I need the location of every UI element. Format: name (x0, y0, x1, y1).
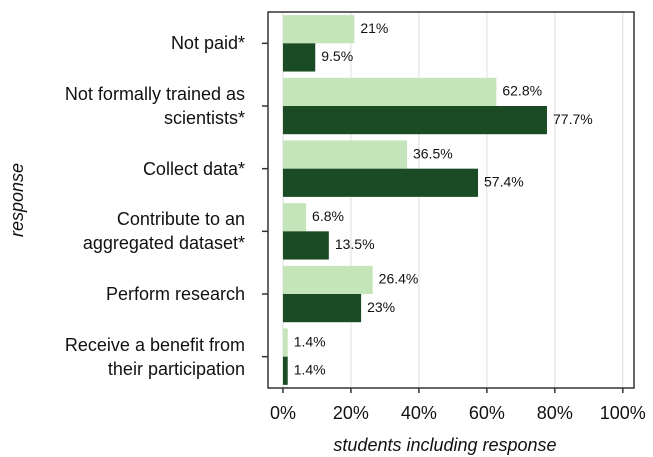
bar (282, 43, 316, 72)
x-tick-label: 40% (401, 403, 437, 423)
value-label: 21% (360, 20, 388, 36)
value-label: 62.8% (502, 83, 542, 99)
bar (282, 231, 329, 260)
y-tick-label: Contribute to an aggregated dataset* (82, 209, 245, 254)
x-tick-label: 60% (469, 403, 505, 423)
y-tick-label: Not paid* (170, 33, 245, 54)
y-tick-label: Perform research (105, 284, 245, 304)
y-tick-label: Not formally trained as scientists* (64, 84, 245, 128)
y-tick-label: Collect data* (142, 158, 245, 179)
x-tick-label: 100% (600, 403, 646, 423)
value-label: 23% (367, 299, 395, 315)
value-label: 6.8% (312, 208, 344, 224)
value-label: 1.4% (294, 361, 326, 377)
y-tick-label: Receive a benefit from their participati… (64, 334, 245, 379)
x-tick-label: 0% (270, 403, 296, 423)
bar (282, 106, 548, 135)
value-label: 13.5% (335, 236, 375, 252)
bar (282, 356, 288, 385)
panel-border (267, 11, 635, 389)
value-label: 77.7% (553, 111, 593, 127)
value-label: 26.4% (379, 271, 419, 287)
value-label: 36.5% (413, 145, 453, 161)
bar (282, 77, 497, 106)
bar (282, 140, 407, 169)
bar (282, 294, 362, 323)
bar (282, 203, 307, 232)
panel (268, 12, 634, 388)
y-axis-title: response (7, 163, 27, 237)
value-label: 9.5% (321, 48, 353, 64)
value-label: 57.4% (484, 173, 524, 189)
x-axis-title: students including response (333, 435, 556, 455)
bar (282, 265, 373, 294)
x-tick-label: 20% (333, 403, 369, 423)
bar (282, 328, 288, 357)
bar (282, 168, 479, 197)
x-tick-label: 80% (537, 403, 573, 423)
bar (282, 15, 355, 44)
value-label: 1.4% (294, 333, 326, 349)
